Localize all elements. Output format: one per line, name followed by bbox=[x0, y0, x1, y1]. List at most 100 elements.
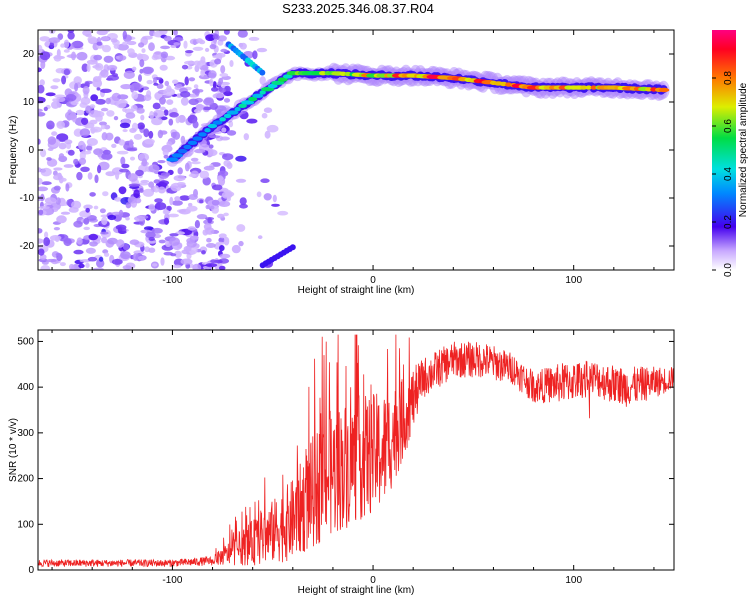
heatmap-speckle bbox=[208, 135, 221, 139]
heatmap-speckle bbox=[85, 105, 92, 114]
heatmap-speckle bbox=[173, 30, 178, 36]
heatmap-ridge-core bbox=[241, 100, 255, 105]
heatmap-speckle bbox=[195, 103, 204, 111]
heatmap-ridge-core bbox=[234, 107, 241, 112]
heatmap-speckle bbox=[153, 77, 157, 84]
colorbar-tick-label: 0.2 bbox=[723, 215, 734, 229]
heatmap-speckle bbox=[58, 202, 69, 206]
heatmap-speckle bbox=[63, 68, 71, 76]
heatmap-speckle bbox=[48, 37, 61, 44]
heatmap-speckle bbox=[53, 185, 61, 191]
heatmap-speckle bbox=[151, 227, 163, 234]
heatmap-speckle bbox=[152, 102, 161, 110]
heatmap-speckle bbox=[218, 265, 226, 270]
heatmap-speckle bbox=[40, 60, 46, 69]
heatmap-speckle bbox=[173, 175, 186, 182]
colorbar-tick-label: 0.6 bbox=[723, 119, 734, 133]
heatmap-speckle bbox=[191, 161, 201, 165]
heatmap-speckle bbox=[61, 75, 67, 85]
heatmap-speckle bbox=[55, 197, 61, 205]
heatmap-speckle bbox=[112, 73, 118, 78]
heatmap-speckle bbox=[145, 231, 156, 239]
snr-ylabel: SNR (10 * v/v) bbox=[8, 418, 19, 482]
heatmap-speckle bbox=[169, 112, 179, 118]
heatmap-speckle bbox=[65, 94, 77, 102]
snr-ytick-label: 0 bbox=[28, 565, 34, 576]
heatmap-xtick-label: -100 bbox=[162, 275, 182, 286]
snr-ytick-label: 300 bbox=[17, 428, 34, 439]
heatmap-speckle bbox=[40, 167, 52, 177]
heatmap-speckle bbox=[209, 44, 217, 50]
heatmap-speckle bbox=[49, 41, 54, 48]
heatmap-speckle bbox=[172, 264, 182, 269]
heatmap-speckle bbox=[86, 59, 98, 65]
heatmap-speckle bbox=[163, 35, 172, 42]
heatmap-speckle bbox=[152, 51, 164, 60]
heatmap-speckle bbox=[116, 100, 127, 109]
heatmap-speckle bbox=[129, 239, 140, 245]
heatmap-speckle bbox=[243, 133, 249, 141]
heatmap-speckle bbox=[111, 92, 121, 102]
heatmap-speckle bbox=[93, 205, 99, 210]
heatmap-speckle bbox=[63, 238, 72, 247]
heatmap-speckle bbox=[202, 229, 209, 236]
heatmap-speckle bbox=[141, 158, 148, 167]
heatmap-speckle bbox=[129, 128, 137, 133]
heatmap-speckle bbox=[207, 217, 212, 224]
heatmap-speckle bbox=[188, 77, 196, 82]
snr-ytick-label: 100 bbox=[17, 519, 34, 530]
heatmap-speckle bbox=[223, 98, 231, 103]
heatmap-speckle bbox=[183, 40, 188, 49]
heatmap-speckle bbox=[153, 185, 160, 193]
heatmap-speckle bbox=[101, 152, 113, 160]
heatmap-ridge-core bbox=[282, 74, 293, 79]
heatmap-speckle bbox=[174, 196, 181, 202]
heatmap-speckle bbox=[132, 253, 139, 261]
snr-series-line bbox=[37, 334, 675, 568]
heatmap-speckle bbox=[221, 127, 227, 133]
heatmap-speckle bbox=[121, 163, 130, 169]
heatmap-speckle bbox=[239, 197, 247, 206]
heatmap-speckle bbox=[39, 36, 50, 42]
heatmap-speckle bbox=[43, 237, 50, 247]
heatmap-ridge-core bbox=[505, 82, 512, 87]
heatmap-speckle bbox=[205, 243, 216, 248]
heatmap-ridge-core bbox=[204, 128, 211, 133]
heatmap-speckle bbox=[226, 162, 233, 170]
heatmap-speckle bbox=[50, 85, 59, 90]
heatmap-speckle bbox=[130, 156, 135, 161]
heatmap-ridge-core bbox=[261, 87, 275, 92]
heatmap-speckle bbox=[83, 204, 93, 210]
heatmap-speckle bbox=[162, 149, 169, 157]
heatmap-speckle bbox=[223, 91, 233, 97]
heatmap-speckle bbox=[118, 209, 124, 217]
heatmap-speckle bbox=[90, 94, 99, 102]
heatmap-speckle bbox=[138, 153, 150, 162]
heatmap-speckle bbox=[135, 169, 144, 177]
heatmap-speckle bbox=[119, 168, 129, 173]
heatmap-speckle bbox=[266, 124, 279, 133]
heatmap-speckle bbox=[180, 97, 189, 106]
heatmap-speckle bbox=[159, 106, 166, 111]
heatmap-speckle bbox=[85, 33, 92, 38]
heatmap-xlabel: Height of straight line (km) bbox=[298, 285, 415, 296]
heatmap-speckle bbox=[219, 88, 227, 93]
heatmap-speckle bbox=[190, 157, 199, 162]
heatmap-speckle bbox=[235, 155, 247, 162]
heatmap-speckle bbox=[40, 265, 51, 270]
heatmap-speckle bbox=[196, 38, 204, 44]
heatmap-speckle bbox=[220, 48, 228, 53]
heatmap-speckle bbox=[101, 216, 108, 226]
heatmap-ridge-core bbox=[226, 110, 239, 115]
heatmap-speckle bbox=[196, 214, 208, 220]
heatmap-speckle bbox=[38, 167, 42, 173]
heatmap-speckle bbox=[169, 237, 180, 246]
heatmap-speckle bbox=[127, 48, 135, 55]
heatmap-ridge-core bbox=[658, 87, 670, 93]
heatmap-speckle bbox=[229, 60, 234, 67]
heatmap-speckle bbox=[107, 237, 118, 245]
heatmap-speckle bbox=[212, 81, 217, 89]
heatmap-speckle bbox=[38, 44, 43, 54]
